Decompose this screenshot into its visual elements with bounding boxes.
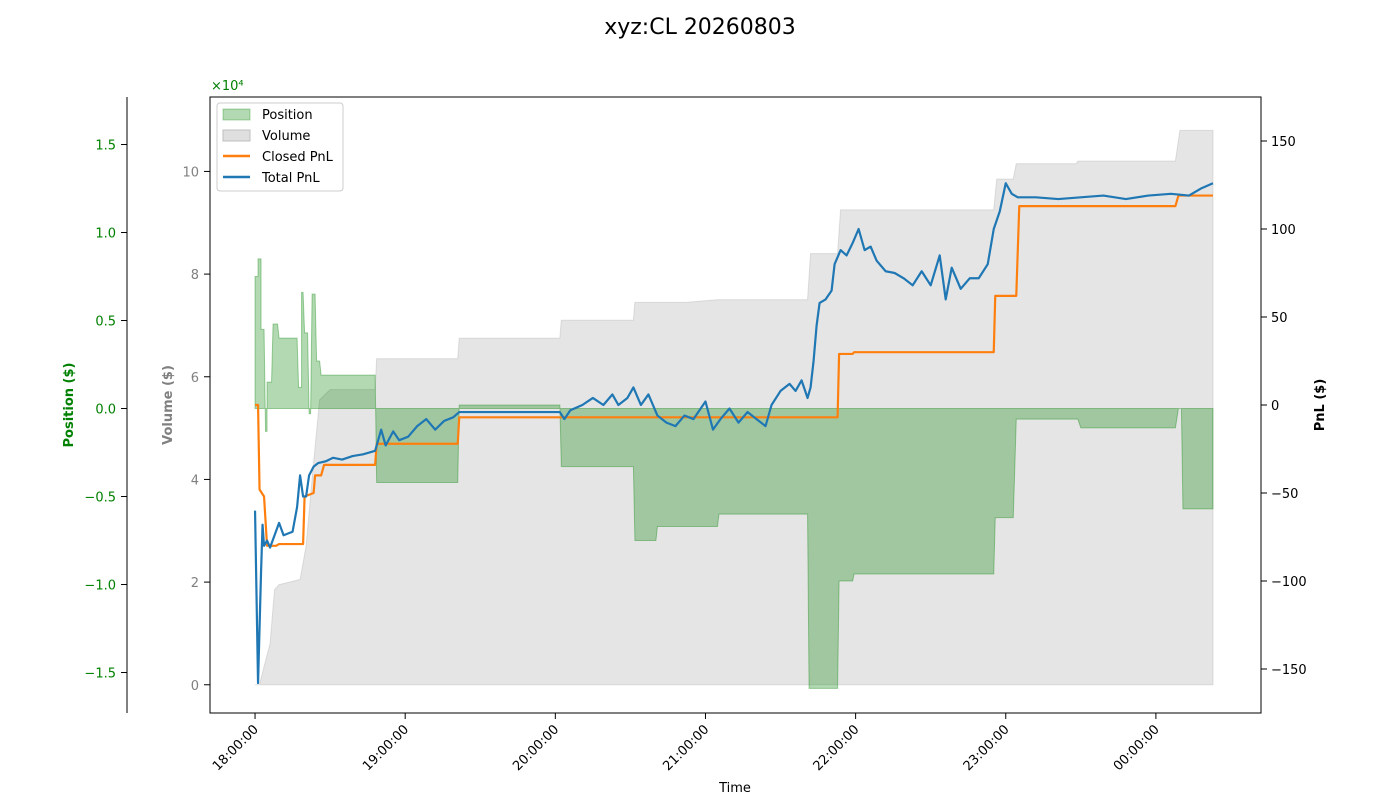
time-tick-label: 23:00:00 xyxy=(961,722,1013,774)
total-pnl-line xyxy=(253,182,1214,685)
pnl-tick-label: −150 xyxy=(1271,663,1307,678)
pnl-tick-label: −50 xyxy=(1271,487,1298,502)
position-tick-label: −0.5 xyxy=(84,491,116,506)
time-tick-label: 18:00:00 xyxy=(210,722,262,774)
pnl-tick-label: 150 xyxy=(1271,135,1296,150)
chart-title: xyz:CL 20260803 xyxy=(604,15,796,40)
volume-tick-label: 2 xyxy=(191,576,199,591)
pnl-tick-label: −100 xyxy=(1271,575,1307,590)
volume-tick-label: 8 xyxy=(191,268,199,283)
position-tick-label: 1.5 xyxy=(95,139,116,154)
legend: Position Volume Closed PnL Total PnL xyxy=(216,102,344,192)
pnl-axis-label: PnL ($) xyxy=(1313,379,1328,432)
volume-tick-label: 10 xyxy=(182,165,199,180)
position-area xyxy=(254,258,1214,689)
position-tick-label: −1.0 xyxy=(84,579,116,594)
legend-label-volume: Volume xyxy=(262,129,310,144)
time-tick-label: 20:00:00 xyxy=(510,722,562,774)
position-axis: 1.5 1.0 0.5 0.0 −0.5 −1.0 −1.5 xyxy=(84,139,127,682)
time-tick-label: 00:00:00 xyxy=(1111,722,1163,774)
time-tick-label: 21:00:00 xyxy=(660,722,712,774)
volume-area xyxy=(255,129,1214,686)
time-tick-label: 19:00:00 xyxy=(360,722,412,774)
pnl-tick-label: 50 xyxy=(1271,311,1288,326)
plot-area xyxy=(253,129,1214,689)
position-tick-label: 0.5 xyxy=(95,315,116,330)
pnl-tick-label: 0 xyxy=(1271,399,1279,414)
position-tick-label: 0.0 xyxy=(95,403,116,418)
pnl-axis: 150 100 50 0 −50 −100 −150 xyxy=(1261,135,1307,678)
legend-box xyxy=(216,102,344,192)
volume-tick-label: 0 xyxy=(191,679,199,694)
volume-axis-label: Volume ($) xyxy=(161,365,176,445)
volume-tick-label: 6 xyxy=(191,371,199,386)
legend-swatch-volume xyxy=(222,129,251,142)
closed-pnl-line xyxy=(255,194,1213,547)
position-tick-label: 1.0 xyxy=(95,227,116,242)
time-tick-label: 22:00:00 xyxy=(811,722,863,774)
legend-swatch-position xyxy=(222,108,251,121)
legend-label-total-pnl: Total PnL xyxy=(261,171,320,186)
pnl-tick-label: 100 xyxy=(1271,223,1296,238)
legend-label-closed-pnl: Closed PnL xyxy=(262,150,334,165)
position-multiplier: ×10⁴ xyxy=(211,79,244,94)
position-tick-label: −1.5 xyxy=(84,667,116,682)
volume-axis: 10 8 6 4 2 0 xyxy=(182,165,210,694)
time-axis: 18:00:00 19:00:00 20:00:00 21:00:00 22:00:00… xyxy=(210,713,1163,774)
time-axis-label: Time xyxy=(718,781,751,796)
legend-label-position: Position xyxy=(262,108,313,123)
volume-tick-label: 4 xyxy=(191,473,199,488)
position-axis-label: Position ($) xyxy=(62,363,77,448)
